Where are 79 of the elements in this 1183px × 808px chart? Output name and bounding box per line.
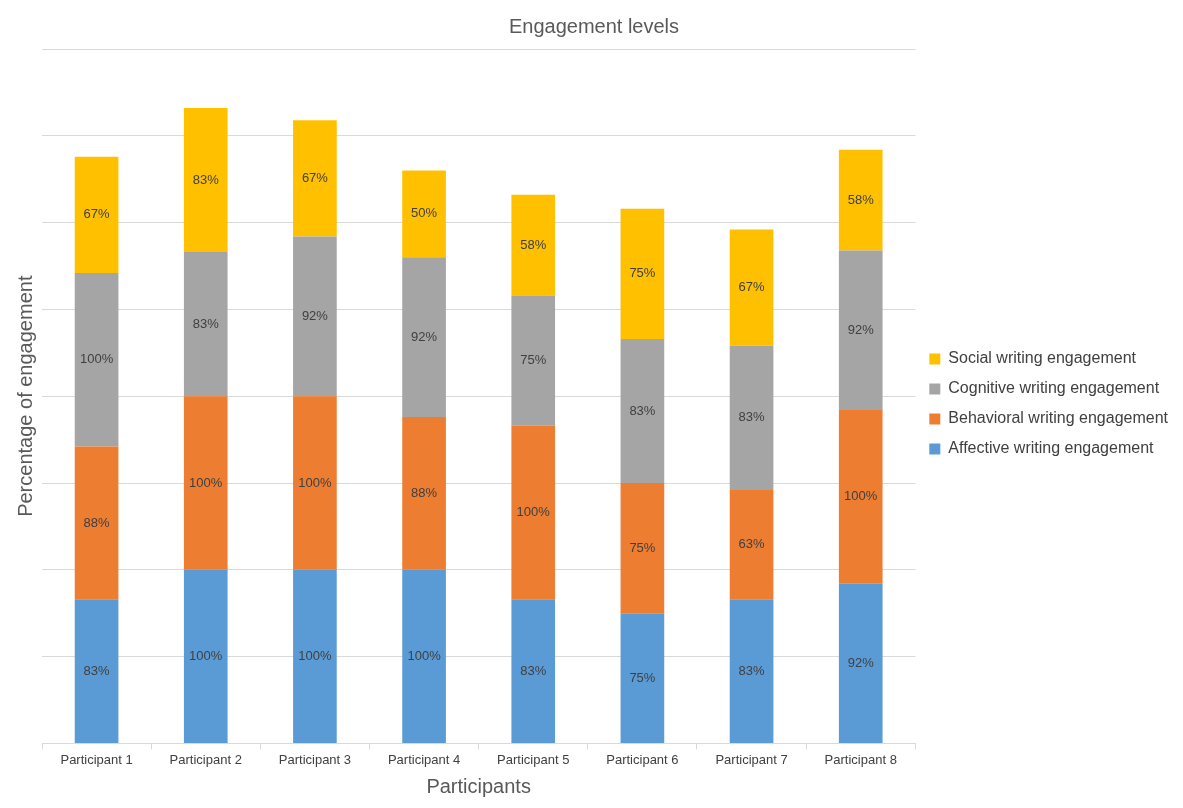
bar	[838, 250, 883, 411]
data-label: 83%	[83, 662, 111, 678]
x-tick-label: Participant 8	[824, 751, 897, 767]
data-label: 88%	[411, 484, 438, 500]
data-label: 58%	[847, 191, 875, 207]
x-tick-label: Participant 4	[387, 751, 461, 767]
bar	[183, 108, 228, 253]
bar	[183, 396, 228, 570]
bar	[402, 257, 446, 418]
bar	[729, 345, 774, 490]
bar	[293, 120, 337, 237]
data-label: 100%	[189, 474, 223, 490]
data-label: 83%	[738, 409, 766, 425]
bar	[74, 272, 119, 447]
bar	[402, 569, 446, 743]
x-tick-label: Participant 3	[278, 751, 352, 767]
bar	[620, 613, 665, 743]
bar	[74, 156, 119, 273]
x-tick-label: Participant 1	[60, 751, 133, 767]
bar	[511, 295, 556, 426]
data-label: 83%	[520, 662, 547, 678]
bar	[183, 252, 228, 397]
bar	[729, 489, 774, 600]
data-label: 75%	[629, 669, 656, 685]
bar	[402, 170, 446, 258]
bar	[838, 149, 883, 251]
data-label: 67%	[83, 206, 111, 222]
data-label: 100%	[189, 647, 223, 663]
data-label: 83%	[738, 662, 766, 678]
bar	[620, 208, 665, 339]
data-label: 100%	[79, 351, 114, 367]
data-label: 83%	[629, 402, 656, 418]
data-label: 100%	[516, 504, 551, 520]
bar	[293, 236, 337, 397]
data-label: 92%	[411, 328, 438, 344]
data-label: 83%	[192, 315, 220, 331]
bar	[511, 194, 556, 296]
data-label: 100%	[844, 488, 878, 504]
legend-label: Affective writing engagement	[948, 439, 1155, 457]
data-label: 75%	[629, 539, 656, 555]
x-axis-title: Participants	[426, 774, 531, 797]
bar	[74, 446, 119, 600]
data-label: 88%	[83, 514, 111, 530]
bar	[293, 396, 337, 570]
chart-title: Engagement levels	[508, 14, 680, 37]
x-tick-label: Participant 6	[606, 751, 679, 767]
bar	[620, 483, 665, 614]
data-label: 92%	[301, 307, 329, 323]
x-tick-label: Participant 5	[497, 751, 570, 767]
bar	[511, 425, 556, 600]
bar	[729, 599, 774, 743]
bar	[620, 338, 665, 483]
data-label: 100%	[407, 647, 442, 663]
y-axis-title: Percentage of engagement	[13, 275, 36, 517]
data-label: 75%	[629, 265, 656, 281]
data-label: 92%	[847, 654, 875, 670]
data-label: 67%	[301, 169, 329, 185]
bar	[74, 599, 119, 743]
legend-label: Social writing engagement	[948, 349, 1137, 367]
legend-label: Cognitive writing engagement	[948, 379, 1160, 397]
data-label: 75%	[520, 352, 547, 368]
bar	[293, 569, 337, 743]
data-label: 92%	[847, 321, 875, 337]
bar	[838, 410, 883, 584]
x-tick-label: Participant 2	[169, 751, 242, 767]
bar	[729, 229, 774, 346]
bar	[511, 599, 556, 743]
data-label: 100%	[298, 474, 332, 490]
bar	[402, 417, 446, 570]
x-tick-label: Participant 7	[715, 751, 788, 767]
legend-label: Behavioral writing engagement	[948, 409, 1169, 427]
data-label: 67%	[738, 279, 766, 295]
data-label: 100%	[298, 647, 332, 663]
bar	[838, 583, 883, 743]
data-label: 50%	[411, 205, 438, 221]
bar	[183, 569, 228, 743]
data-label: 63%	[738, 536, 766, 552]
data-label: 83%	[192, 171, 220, 187]
data-label: 58%	[520, 236, 547, 252]
